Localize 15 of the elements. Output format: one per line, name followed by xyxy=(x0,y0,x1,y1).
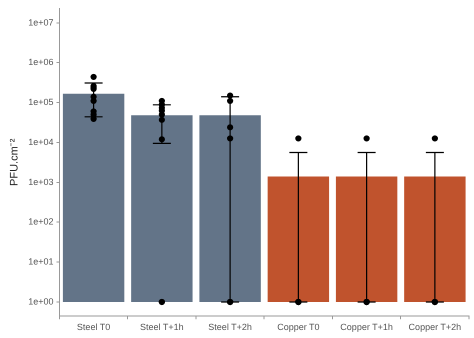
y-tick-label: 1e+06 xyxy=(28,57,54,68)
y-axis-title: PFU.cm⁻² xyxy=(8,138,21,186)
y-tick-label: 1e+00 xyxy=(28,296,54,306)
x-tick-label: Copper T+2h xyxy=(408,322,462,332)
x-tick-label: Copper T0 xyxy=(277,322,320,332)
x-tick-label: Steel T+2h xyxy=(208,322,252,332)
y-tick-label: 1e+07 xyxy=(28,17,54,28)
y-tick-label: 1e+04 xyxy=(28,136,54,147)
y-tick-label: 1e+03 xyxy=(28,176,54,187)
x-tick-label: Steel T0 xyxy=(76,322,110,332)
x-tick-label: Steel T+1h xyxy=(140,322,184,332)
x-tick-label: Copper T+1h xyxy=(340,322,393,332)
y-tick-label: 1e+05 xyxy=(28,97,54,108)
y-tick-label: 1e+02 xyxy=(28,216,54,227)
y-tick-label: 1e+01 xyxy=(28,256,54,267)
